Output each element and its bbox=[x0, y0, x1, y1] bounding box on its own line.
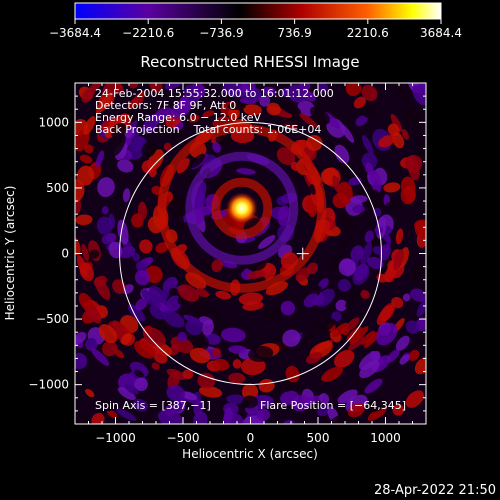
x-tick-label: −500 bbox=[167, 431, 200, 445]
chart-title: Reconstructed RHESSI Image bbox=[140, 53, 359, 71]
spin-axis-marker bbox=[296, 247, 309, 260]
info-line-time: 24-Feb-2004 15:55:32.000 to 16:01:12.000 bbox=[95, 87, 334, 100]
y-axis-label: Heliocentric Y (arcsec) bbox=[3, 186, 17, 321]
colorbar-tick-label: 736.9 bbox=[277, 26, 311, 40]
info-line-detectors: Detectors: 7F 8F 9F, Att 0 bbox=[95, 99, 236, 112]
colorbar-tick-label: −2210.6 bbox=[122, 26, 174, 40]
solar-limb-circle bbox=[119, 122, 382, 385]
back-projection-pattern bbox=[75, 83, 426, 424]
colorbar-tick-label: −736.9 bbox=[199, 26, 243, 40]
colorbar bbox=[74, 2, 442, 20]
x-tick-label: 0 bbox=[247, 431, 255, 445]
x-axis-label: Heliocentric X (arcsec) bbox=[182, 447, 318, 461]
y-tick-label: −500 bbox=[36, 312, 69, 326]
x-tick-label: −1000 bbox=[95, 431, 136, 445]
x-tick-label: 1000 bbox=[370, 431, 401, 445]
colorbar-tick-label: 3684.4 bbox=[420, 26, 462, 40]
image-area bbox=[75, 83, 426, 424]
x-tick-label: 500 bbox=[307, 431, 330, 445]
y-tick-label: −1000 bbox=[28, 378, 69, 392]
flare-peak bbox=[225, 192, 258, 225]
spin-axis-label: Spin Axis = [387,−1] bbox=[95, 399, 211, 412]
axes: −1000 −500 0 500 1000 −1000 −500 0 500 1000 bbox=[28, 83, 426, 445]
colorbar-ticks: −3684.4 −2210.6 −736.9 736.9 2210.6 3684.4 bbox=[49, 19, 462, 40]
flare-position-label: Flare Position = [−64,345] bbox=[260, 399, 406, 412]
colorbar-tick-label: 2210.6 bbox=[347, 26, 389, 40]
y-tick-label: 1000 bbox=[38, 115, 69, 129]
y-tick-label: 0 bbox=[61, 247, 69, 261]
info-line-method: Back Projection Total counts: 1.06E+04 bbox=[95, 123, 321, 136]
y-tick-label: 500 bbox=[46, 181, 69, 195]
footer-timestamp: 28-Apr-2022 21:50 bbox=[374, 483, 496, 498]
colorbar-tick-label: −3684.4 bbox=[49, 26, 101, 40]
info-line-energy: Energy Range: 6.0 − 12.0 keV bbox=[95, 111, 262, 124]
